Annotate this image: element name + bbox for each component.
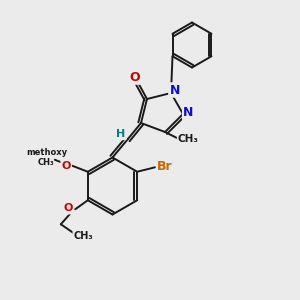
Text: O: O [64, 203, 73, 213]
Text: N: N [169, 83, 180, 97]
Text: Br: Br [157, 160, 172, 173]
Text: CH₃: CH₃ [74, 231, 93, 241]
Text: N: N [183, 106, 194, 119]
Text: O: O [61, 161, 71, 171]
Text: CH₃: CH₃ [178, 134, 199, 145]
Text: O: O [130, 70, 140, 84]
Text: H: H [116, 129, 125, 139]
Text: methoxy
CH₃: methoxy CH₃ [26, 148, 67, 167]
